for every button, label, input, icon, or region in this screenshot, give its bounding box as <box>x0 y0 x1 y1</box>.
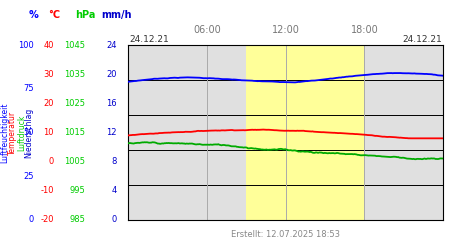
Text: 24.12.21: 24.12.21 <box>129 35 169 44</box>
Bar <box>364 45 443 220</box>
Text: 8: 8 <box>112 157 117 166</box>
Text: 995: 995 <box>70 186 86 195</box>
Bar <box>247 45 364 220</box>
Text: 30: 30 <box>43 70 54 79</box>
Text: Niederschlag: Niederschlag <box>24 108 33 158</box>
Text: 985: 985 <box>70 216 86 224</box>
Text: °C: °C <box>48 10 60 20</box>
Text: 20: 20 <box>107 70 117 79</box>
Text: 4: 4 <box>112 186 117 195</box>
Text: Luftfeuchtigkeit: Luftfeuchtigkeit <box>0 102 9 163</box>
Text: mm/h: mm/h <box>102 10 132 20</box>
Text: -10: -10 <box>40 186 54 195</box>
Text: 06:00: 06:00 <box>193 25 221 35</box>
Text: Temperatur: Temperatur <box>8 110 17 154</box>
Text: 25: 25 <box>23 172 34 181</box>
Text: 24.12.21: 24.12.21 <box>403 35 442 44</box>
Text: 12: 12 <box>107 128 117 137</box>
Text: 1005: 1005 <box>64 157 86 166</box>
Text: 18:00: 18:00 <box>351 25 378 35</box>
Text: Luftdruck: Luftdruck <box>17 114 26 151</box>
Text: 12:00: 12:00 <box>272 25 300 35</box>
Text: 1035: 1035 <box>64 70 86 79</box>
Text: 1025: 1025 <box>64 99 86 108</box>
Text: 40: 40 <box>44 40 54 50</box>
Text: 20: 20 <box>44 99 54 108</box>
Bar <box>128 45 247 220</box>
Text: 24: 24 <box>107 40 117 50</box>
Text: 1045: 1045 <box>64 40 86 50</box>
Text: 75: 75 <box>23 84 34 93</box>
Text: 100: 100 <box>18 40 34 50</box>
Text: 0: 0 <box>49 157 54 166</box>
Text: Erstellt: 12.07.2025 18:53: Erstellt: 12.07.2025 18:53 <box>231 230 340 239</box>
Text: hPa: hPa <box>75 10 96 20</box>
Text: 16: 16 <box>106 99 117 108</box>
Text: %: % <box>29 10 39 20</box>
Text: -20: -20 <box>40 216 54 224</box>
Text: 1015: 1015 <box>64 128 86 137</box>
Text: 0: 0 <box>28 216 34 224</box>
Text: 50: 50 <box>23 128 34 137</box>
Text: 10: 10 <box>44 128 54 137</box>
Text: 0: 0 <box>112 216 117 224</box>
